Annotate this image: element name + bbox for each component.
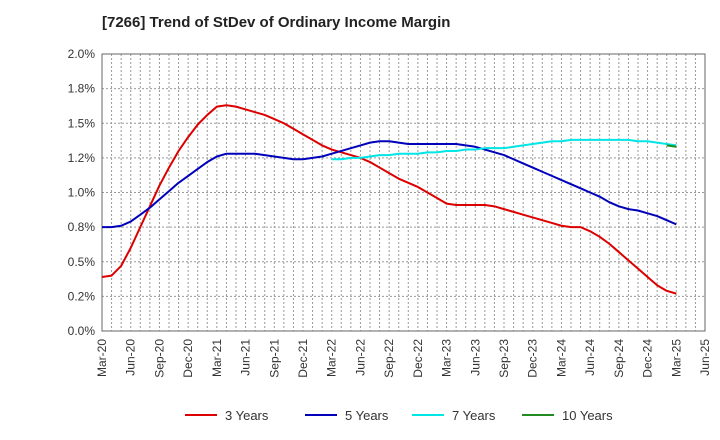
- legend-label: 3 Years: [225, 408, 269, 423]
- x-tick-label: Dec-22: [411, 339, 425, 378]
- x-tick-label: Jun-21: [239, 339, 253, 376]
- y-tick-label: 1.5%: [68, 116, 96, 130]
- x-tick-label: Sep-23: [497, 339, 511, 378]
- y-tick-label: 0.5%: [68, 255, 96, 269]
- y-tick-label: 1.8%: [68, 82, 96, 96]
- x-tick-label: Dec-24: [641, 339, 655, 378]
- series-line-5-years: [102, 140, 677, 229]
- legend-label: 10 Years: [562, 408, 613, 423]
- x-tick-label: Mar-23: [440, 339, 454, 377]
- x-tick-label: Jun-22: [353, 339, 367, 376]
- plot-area: [101, 53, 706, 332]
- legend-label: 5 Years: [345, 408, 389, 423]
- x-tick-label: Sep-24: [612, 339, 626, 378]
- series-line-3-years: [101, 104, 677, 295]
- series-line-10-years: [666, 144, 677, 148]
- legend-label: 7 Years: [452, 408, 496, 423]
- x-tick-label: Sep-22: [382, 339, 396, 378]
- chart-title: [7266] Trend of StDev of Ordinary Income…: [102, 14, 451, 31]
- x-tick-label: Mar-20: [95, 339, 109, 377]
- x-tick-label: Jun-25: [698, 339, 712, 376]
- y-tick-label: 0.0%: [68, 324, 96, 338]
- x-tick-label: Jun-24: [583, 339, 597, 376]
- x-tick-label: Mar-21: [210, 339, 224, 377]
- y-tick-label: 0.2%: [68, 289, 96, 303]
- y-tick-label: 1.0%: [68, 186, 96, 200]
- series-line-7-years: [331, 138, 677, 161]
- y-tick-label: 0.8%: [68, 220, 96, 234]
- legend: 3 Years 5 Years 7 Years 10 Years: [185, 408, 613, 423]
- x-tick-label: Jun-20: [124, 339, 138, 376]
- y-tick-label: 1.2%: [68, 151, 96, 165]
- axes: 0.0% 0.2% 0.5% 0.8% 1.0% 1.2% 1.5% 1.8% 2.0% Mar-…: [68, 47, 712, 378]
- x-tick-label: Sep-21: [267, 339, 281, 378]
- x-tick-label: Mar-22: [325, 339, 339, 377]
- x-tick-label: Sep-20: [152, 339, 166, 378]
- series-lines: [101, 104, 677, 295]
- x-tick-label: Dec-20: [181, 339, 195, 378]
- x-tick-label: Jun-23: [468, 339, 482, 376]
- x-tick-label: Dec-21: [296, 339, 310, 378]
- x-tick-label: Mar-24: [554, 339, 568, 377]
- grid: [101, 53, 706, 332]
- x-tick-label: Dec-23: [526, 339, 540, 378]
- x-tick-label: Mar-25: [669, 339, 683, 377]
- y-tick-label: 2.0%: [68, 47, 96, 61]
